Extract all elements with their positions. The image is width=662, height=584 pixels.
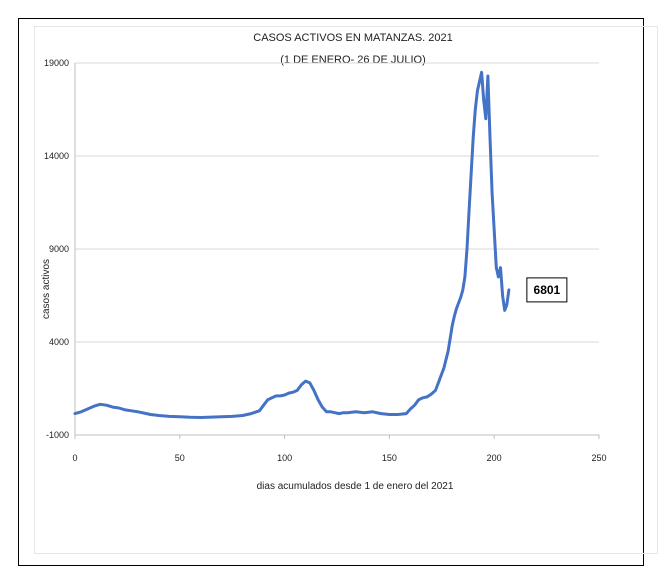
chart-plot-area: CASOS ACTIVOS EN MATANZAS. 2021 (1 DE EN… bbox=[34, 26, 658, 554]
y-tick-label: 9000 bbox=[49, 244, 69, 254]
x-axis-ticks: 0 50 100 150 200 250 bbox=[72, 435, 607, 463]
x-axis-label: dias acumulados desde 1 de enero del 202… bbox=[257, 481, 454, 492]
grid-lines bbox=[75, 62, 599, 343]
x-tick-label: 150 bbox=[382, 453, 397, 463]
y-axis-label: casos activos bbox=[41, 259, 52, 319]
x-tick-label: 0 bbox=[72, 453, 77, 463]
y-tick-label: 14000 bbox=[44, 151, 69, 161]
x-tick-label: 200 bbox=[487, 453, 502, 463]
y-tick-label: 19000 bbox=[44, 58, 69, 68]
x-tick-label: 50 bbox=[175, 453, 185, 463]
annotation-box bbox=[526, 277, 568, 303]
y-axis-ticks: 19000 14000 9000 4000 -1000 bbox=[44, 58, 69, 440]
line-chart: CASOS ACTIVOS EN MATANZAS. 2021 (1 DE EN… bbox=[41, 32, 607, 492]
series-layer bbox=[73, 70, 511, 419]
annotation-label: 6801 bbox=[534, 283, 561, 297]
chart-title: CASOS ACTIVOS EN MATANZAS. 2021 bbox=[253, 32, 452, 44]
axes bbox=[74, 63, 599, 436]
series-line bbox=[73, 70, 511, 419]
y-tick-label: 4000 bbox=[49, 337, 69, 347]
value-annotation: 6801 bbox=[526, 277, 568, 303]
chart-subtitle: (1 DE ENERO- 26 DE JULIO) bbox=[280, 54, 425, 66]
x-tick-label: 250 bbox=[591, 453, 606, 463]
x-tick-label: 100 bbox=[277, 453, 292, 463]
y-tick-label: -1000 bbox=[46, 430, 69, 440]
